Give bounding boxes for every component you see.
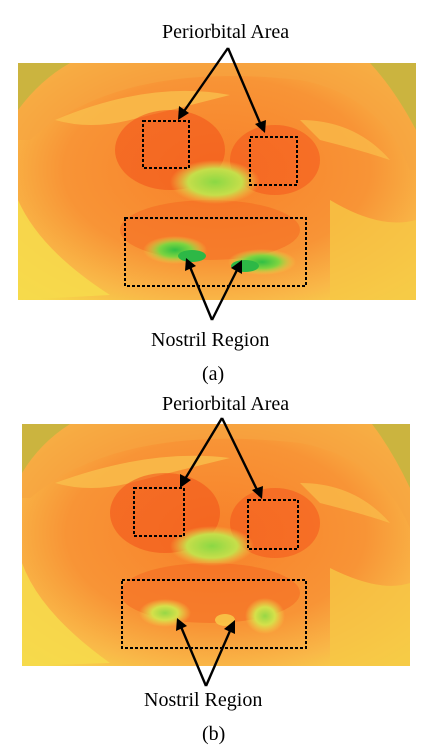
nostril-region-label-b: Nostril Region: [144, 689, 263, 711]
periorbital-box-left-b: [133, 487, 185, 537]
nostril-box-a: [124, 217, 307, 287]
caption-a: (a): [202, 363, 225, 385]
nostril-region-label-a: Nostril Region: [151, 329, 270, 351]
periorbital-box-right-a: [249, 136, 298, 186]
periorbital-box-left-a: [142, 120, 190, 169]
thermal-image-a: [18, 47, 416, 321]
nostril-box-b: [121, 579, 307, 649]
panel-a: Periorbital Area: [18, 21, 416, 385]
panel-b: Periorbital Area: [0, 388, 438, 754]
periorbital-box-right-b: [247, 499, 299, 550]
periorbital-area-label-a: Periorbital Area: [162, 21, 290, 43]
thermal-image-b: [22, 417, 410, 687]
caption-b: (b): [202, 723, 226, 745]
periorbital-area-label-b: Periorbital Area: [162, 393, 290, 415]
